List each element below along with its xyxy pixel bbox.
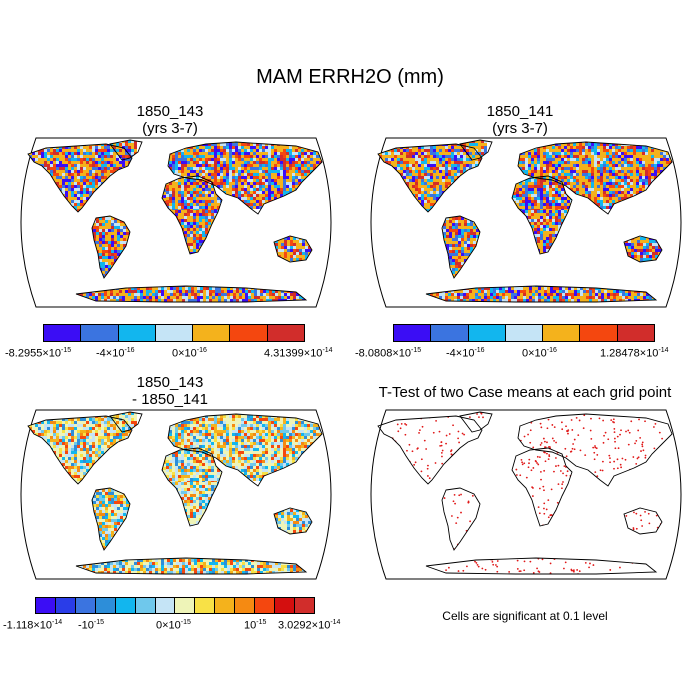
colorbar-swatch (193, 325, 231, 341)
panel-title-bottom-right: T-Test of two Case means at each grid po… (378, 384, 672, 401)
coastline (91, 215, 131, 279)
colorbar-label: 0×10-16 (172, 347, 207, 360)
colorbar-swatch (431, 325, 469, 341)
coastline (27, 415, 133, 485)
coastline (273, 507, 313, 535)
colorbar-swatch (275, 598, 295, 613)
colorbar-swatch (115, 598, 136, 613)
colorbar-label: -4×10-16 (96, 347, 135, 360)
colorbar-swatch (617, 325, 654, 341)
map-bottom-right (370, 409, 682, 580)
colorbar-swatch (235, 598, 256, 613)
colorbar-swatch (294, 598, 314, 613)
coastline (167, 413, 323, 487)
coastline (623, 235, 663, 263)
map-bottom-left (20, 409, 332, 580)
colorbar-swatch (55, 598, 76, 613)
colorbar-swatch (118, 325, 156, 341)
colorbar-label: -4×10-16 (446, 347, 485, 360)
coastline (425, 285, 658, 303)
coastline (75, 557, 308, 575)
coastline (377, 415, 483, 485)
colorbar-top-left (43, 324, 305, 342)
coastline (273, 235, 313, 263)
panel-title-top-left: 1850_143 (yrs 3-7) (80, 103, 260, 137)
colorbar-swatch (543, 325, 581, 341)
coastline (459, 139, 493, 161)
coastline (623, 507, 663, 535)
colorbar-swatch (75, 598, 96, 613)
coastline (511, 175, 573, 255)
colorbar-swatch (155, 598, 176, 613)
colorbar-swatch (230, 325, 268, 341)
colorbar-label: 1.28478×10-14 (600, 347, 669, 360)
panel-title-top-right: 1850_141 (yrs 3-7) (430, 103, 610, 137)
colorbar-label: -8.0808×10-15 (355, 347, 422, 360)
panel-title-line1: 1850_141 (486, 103, 554, 120)
panel-title-bottom-left: 1850_143 - 1850_141 (80, 374, 260, 408)
colorbar-label: -10-15 (78, 619, 105, 632)
coastline (109, 139, 143, 161)
coastline (27, 143, 133, 213)
colorbar-top-right (393, 324, 655, 342)
colorbar-label: 0×10-15 (156, 619, 191, 632)
colorbar-label: -8.2955×10-15 (5, 347, 72, 360)
coastline (377, 143, 483, 213)
coastline (161, 175, 223, 255)
coastline (511, 447, 573, 527)
colorbar-swatch (394, 325, 432, 341)
colorbar-swatch (468, 325, 506, 341)
colorbar-bottom-left (35, 597, 315, 614)
colorbar-swatch (505, 325, 544, 341)
significance-note: Cells are significant at 0.1 level (442, 609, 608, 623)
colorbar-label: 0×10-16 (522, 347, 557, 360)
panel-title-line2: (yrs 3-7) (142, 120, 198, 137)
colorbar-swatch (81, 325, 119, 341)
panel-title-line2: - 1850_141 (132, 391, 208, 408)
map-top-right (370, 137, 682, 308)
colorbar-swatch (175, 598, 196, 613)
coastline (109, 411, 143, 433)
colorbar-swatch (95, 598, 116, 613)
panel-title-line2: (yrs 3-7) (492, 120, 548, 137)
colorbar-label: -1.118×10-14 (3, 619, 63, 632)
coastline (459, 411, 493, 433)
colorbar-swatch (215, 598, 236, 613)
colorbar-label: 4.31399×10-14 (264, 347, 333, 360)
coastline (517, 413, 673, 487)
panel-title-line1: 1850_143 (136, 374, 204, 391)
panel-title-line1: 1850_143 (136, 103, 204, 120)
colorbar-swatch (580, 325, 618, 341)
colorbar-label: 10-15 (244, 619, 267, 632)
colorbar-label: 3.0292×10-14 (278, 619, 341, 632)
coastline (75, 285, 308, 303)
coastline (441, 215, 481, 279)
coastline (167, 141, 323, 215)
colorbar-swatch (155, 325, 194, 341)
colorbar-swatch (267, 325, 304, 341)
coastline (425, 557, 658, 575)
coastline (517, 141, 673, 215)
coastline (91, 487, 131, 551)
coastline (441, 487, 481, 551)
globe-outline (370, 409, 682, 580)
main-title: MAM ERRH2O (mm) (256, 66, 444, 88)
map-top-left (20, 137, 332, 308)
colorbar-swatch (44, 325, 82, 341)
colorbar-swatch (36, 598, 56, 613)
colorbar-swatch (135, 598, 156, 613)
coastline (161, 447, 223, 527)
colorbar-swatch (195, 598, 216, 613)
colorbar-swatch (255, 598, 276, 613)
